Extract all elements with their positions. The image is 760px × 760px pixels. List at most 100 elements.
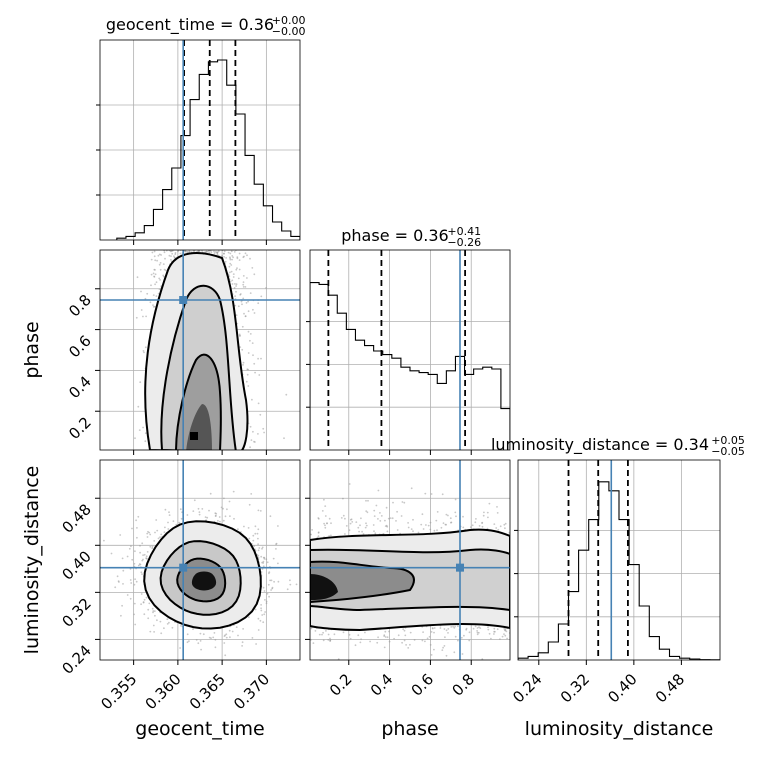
sample-point (173, 255, 175, 258)
sample-point (262, 621, 265, 624)
sample-point (150, 258, 153, 261)
sample-point (153, 540, 156, 542)
sample-point (261, 546, 264, 549)
sample-point (243, 525, 245, 528)
sample-point (166, 618, 169, 621)
sample-point (235, 314, 238, 317)
sample-point (242, 286, 245, 288)
sample-point (238, 252, 241, 255)
sample-point (170, 255, 172, 257)
sample-point (126, 555, 129, 558)
sample-point (262, 427, 265, 430)
sample-point (135, 316, 138, 319)
sample-point (159, 262, 162, 264)
sample-point (228, 265, 231, 268)
sample-point (255, 643, 257, 645)
sample-point (229, 256, 231, 259)
sample-point (128, 547, 131, 550)
sample-point (136, 276, 139, 279)
sample-point (201, 250, 203, 252)
truth-marker (179, 296, 188, 304)
sample-point (258, 547, 261, 549)
sample-point (229, 271, 231, 274)
sample-point (216, 253, 219, 256)
sample-point (188, 640, 190, 642)
sample-point (199, 640, 202, 642)
sample-point (158, 277, 161, 280)
sample-point (238, 333, 241, 336)
sample-point (247, 310, 250, 313)
sample-point (142, 554, 145, 556)
sample-point (208, 251, 211, 254)
sample-point (164, 257, 166, 260)
sample-point (130, 545, 132, 548)
sample-point (252, 430, 254, 433)
sample-point (110, 552, 113, 555)
sample-point (205, 250, 208, 253)
sample-point (131, 558, 134, 561)
sample-point (150, 273, 153, 276)
sample-point (234, 295, 237, 297)
sample-point (153, 268, 156, 271)
sample-point (170, 258, 172, 261)
sample-point (263, 613, 266, 616)
sample-point (260, 555, 263, 558)
sample-point (151, 547, 154, 550)
sample-point (217, 519, 219, 522)
sample-point (163, 251, 166, 254)
sample-point (247, 527, 250, 529)
sample-point (146, 536, 149, 538)
sample-point (154, 614, 156, 617)
sample-point (152, 304, 154, 306)
sample-point (144, 346, 147, 349)
sample-point (223, 256, 226, 258)
sample-point (186, 251, 189, 254)
sample-point (241, 645, 244, 647)
contour-0 (144, 252, 249, 450)
sample-point (160, 254, 163, 256)
sample-point (198, 511, 201, 513)
sample-point (257, 357, 259, 360)
hist-step-geocent_time (116, 59, 300, 240)
sample-point (133, 602, 136, 605)
sample-point (245, 380, 248, 383)
sample-point (140, 309, 143, 311)
sample-point (289, 579, 291, 582)
sample-point (257, 617, 260, 620)
sample-point (229, 636, 231, 639)
sample-point (154, 531, 156, 534)
sample-point (236, 267, 238, 269)
sample-point (289, 583, 292, 586)
panel-geocent_time-luminosity_distance (100, 460, 300, 660)
sample-point (212, 636, 215, 639)
sample-point (164, 269, 167, 272)
sample-point (235, 283, 238, 286)
sample-point (262, 562, 265, 564)
sample-point (139, 381, 142, 384)
hist-step-luminosity_distance (518, 481, 720, 660)
panel-geocent_time-phase (100, 250, 300, 450)
sample-point (206, 516, 209, 519)
sample-point (266, 592, 269, 595)
sample-point (220, 506, 223, 509)
sample-point (227, 251, 230, 254)
sample-point (252, 308, 254, 311)
sample-point (179, 647, 182, 649)
sample-point (142, 558, 144, 561)
sample-point (171, 252, 174, 255)
sample-point (240, 300, 243, 303)
sample-point (257, 402, 260, 405)
sample-point (275, 548, 277, 550)
sample-point (251, 398, 253, 401)
sample-point (267, 583, 270, 586)
sample-point (145, 315, 148, 318)
sample-point (153, 305, 156, 308)
sample-point (214, 638, 217, 641)
sample-point (231, 255, 234, 257)
sample-point (152, 272, 155, 275)
sample-point (156, 529, 159, 532)
sample-point (168, 254, 171, 257)
sample-point (261, 568, 264, 570)
sample-point (167, 521, 169, 524)
